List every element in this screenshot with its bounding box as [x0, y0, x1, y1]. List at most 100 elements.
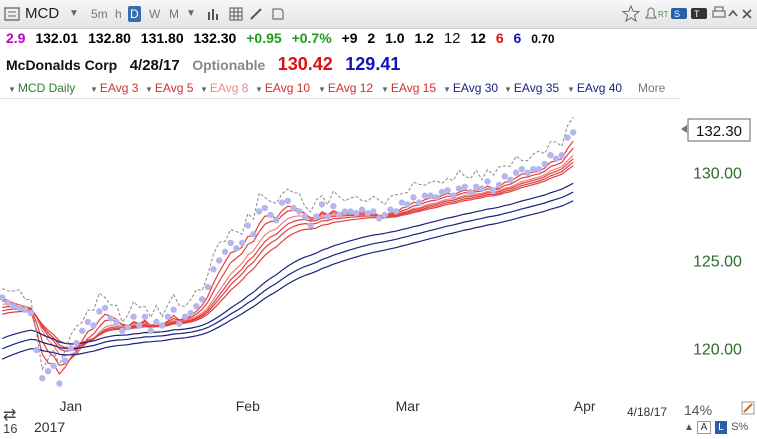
x-tick-label: Mar — [396, 398, 420, 414]
legend-item-eavg-12[interactable]: ▼ EAvg 12 — [318, 81, 373, 95]
timeframe-m[interactable]: M — [169, 7, 179, 21]
legend-item-eavg-5[interactable]: ▼ EAvg 5 — [145, 81, 193, 95]
y-tick-label: 125.00 — [693, 254, 742, 271]
ema-line-30 — [2, 182, 574, 345]
price-point — [181, 313, 189, 320]
y-tick-label: 120.00 — [693, 341, 742, 358]
price-point — [296, 208, 303, 215]
last-price-marker: 132.30 — [681, 118, 751, 142]
price-point — [10, 303, 17, 310]
price-point — [490, 187, 497, 194]
quote-value-1: 2.9 — [6, 30, 26, 46]
price-point — [512, 169, 520, 176]
quote-row: 2.9 132.01 132.80 131.80 132.30 +0.95 +0… — [6, 30, 561, 48]
timeframe-dropdown-icon[interactable]: ▼ — [186, 8, 196, 19]
last-price-pointer-icon — [681, 125, 687, 133]
legend-item-eavg-35[interactable]: ▼ EAvg 35 — [504, 81, 559, 95]
auto-scale-button[interactable]: A — [696, 421, 711, 434]
last-price-box — [687, 118, 751, 142]
price-point — [438, 188, 446, 196]
symbol-dropdown-icon[interactable]: ▼ — [69, 8, 79, 19]
price-point — [541, 160, 548, 168]
price-point — [307, 222, 314, 229]
quote-value-2: +9 — [341, 30, 358, 46]
refresh-icon[interactable]: ⇄ — [3, 407, 17, 424]
price-point — [507, 176, 514, 183]
legend-item-eavg-10[interactable]: ▼ EAvg 10 — [255, 81, 310, 95]
timeframe-h[interactable]: h — [115, 7, 122, 21]
percent-scale-button[interactable]: S% — [731, 421, 749, 433]
price-point — [73, 339, 80, 347]
draw-pencil-icon[interactable] — [248, 6, 264, 22]
grid-icon[interactable] — [228, 6, 244, 22]
company-name: McDonalds Corp — [6, 57, 118, 73]
legend-item-mcd-daily[interactable]: ▼ MCD Daily — [8, 81, 75, 95]
timeframe-5m[interactable]: 5m — [91, 7, 108, 21]
legend-item-eavg-30[interactable]: ▼ EAvg 30 — [443, 81, 498, 95]
price-point — [67, 345, 75, 352]
bar-chart-icon[interactable] — [206, 6, 222, 22]
zoom-percent[interactable]: 14% — [684, 402, 713, 418]
price-point — [96, 308, 103, 315]
legend-label: EAvg 40 — [576, 81, 623, 95]
legend-label: EAvg 30 — [452, 81, 499, 95]
ema-line-15 — [2, 165, 574, 345]
star-icon[interactable] — [621, 4, 641, 23]
close-icon[interactable] — [740, 5, 757, 22]
legend-label: EAvg 3 — [99, 81, 139, 95]
price-point — [564, 134, 571, 141]
price-point — [404, 201, 411, 208]
price-chart[interactable]: 120.00 125.00 130.00 Jan Feb Mar Apr 132.30 — [0, 99, 757, 439]
legend-more-button[interactable]: More — [638, 81, 666, 95]
legend-label: EAvg 12 — [327, 81, 374, 95]
price-point — [267, 211, 274, 219]
up-chevron-icon[interactable] — [726, 5, 744, 22]
price-point — [4, 299, 12, 306]
quote-value-3: 2 — [367, 30, 376, 46]
legend-label: MCD Daily — [17, 81, 76, 95]
price-point — [204, 283, 211, 291]
chart-scale-controls: ▲ A L S% — [684, 421, 748, 434]
legend-item-eavg-15[interactable]: ▼ EAvg 15 — [381, 81, 436, 95]
ema-line-35 — [2, 191, 574, 350]
log-scale-button[interactable]: L — [715, 421, 728, 434]
price-red: 130.42 — [277, 54, 333, 74]
legend-label: EAvg 15 — [390, 81, 437, 95]
price-point — [216, 257, 223, 264]
toggle-icon[interactable]: T — [690, 5, 708, 22]
quote-value-4: 1.0 — [385, 30, 405, 46]
price-point — [290, 204, 297, 212]
symbol-input[interactable]: MCD — [25, 5, 60, 22]
alert-icon[interactable] — [642, 5, 660, 22]
timeframe-d[interactable]: D — [128, 6, 141, 22]
rt-icon[interactable]: RT — [658, 10, 669, 19]
price-point — [273, 217, 280, 224]
scan-icon[interactable]: S — [670, 5, 688, 22]
print-icon[interactable] — [710, 5, 728, 22]
legend-item-eavg-8[interactable]: ▼ EAvg 8 — [200, 81, 248, 95]
price-point — [16, 304, 23, 312]
price-dots — [0, 129, 577, 387]
timeframe-w[interactable]: W — [149, 7, 161, 21]
price-point — [421, 192, 428, 199]
price-point — [187, 310, 194, 317]
notes-icon[interactable] — [270, 6, 286, 22]
price-point — [278, 199, 286, 206]
price-point — [227, 239, 234, 247]
price-point — [233, 245, 240, 252]
optionable-label: Optionable — [192, 57, 266, 73]
ema-lines — [2, 140, 574, 376]
legend-item-eavg-3[interactable]: ▼ EAvg 3 — [90, 81, 138, 95]
legend-arrow-icon: ▼ — [318, 85, 326, 94]
last-date-label: 4/18/17 — [627, 405, 668, 419]
price-point — [547, 152, 554, 159]
quote-close: 132.30 — [193, 30, 237, 46]
price-point — [170, 306, 177, 313]
quote-value-6: 12 — [443, 30, 461, 47]
edit-pencil-icon[interactable] — [741, 401, 755, 418]
scale-up-icon[interactable]: ▲ — [684, 422, 694, 433]
price-point — [147, 327, 154, 334]
legend-item-eavg-40[interactable]: ▼ EAvg 40 — [567, 81, 622, 95]
symbol-menu-icon[interactable] — [4, 4, 20, 24]
price-point — [530, 166, 537, 173]
